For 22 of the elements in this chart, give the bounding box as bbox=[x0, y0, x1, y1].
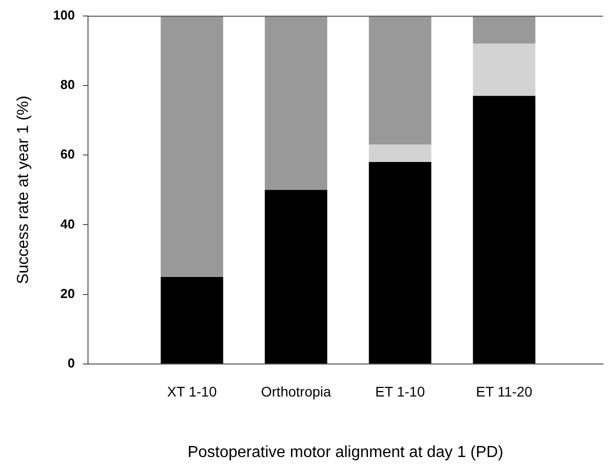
x-tick-label: ET 11-20 bbox=[476, 383, 532, 400]
y-tick-label: 40 bbox=[60, 216, 75, 232]
y-tick-label: 100 bbox=[53, 7, 75, 22]
bar bbox=[160, 276, 224, 364]
y-axis-title: Success rate at year 1 (%) bbox=[15, 96, 32, 284]
x-tick-label: ET 1-10 bbox=[375, 383, 426, 400]
bar bbox=[472, 96, 536, 364]
bar bbox=[472, 16, 536, 44]
bar bbox=[160, 16, 224, 277]
bar bbox=[264, 16, 328, 190]
bar bbox=[264, 190, 328, 364]
y-tick-label: 60 bbox=[60, 146, 75, 162]
bar bbox=[368, 162, 432, 364]
bar bbox=[472, 44, 536, 96]
y-tick-label: 80 bbox=[60, 77, 75, 92]
y-tick-label: 20 bbox=[60, 286, 75, 301]
x-axis-title: Postoperative motor alignment at day 1 (PD) bbox=[188, 444, 504, 461]
x-tick-label: Orthotropia bbox=[260, 383, 332, 400]
bar bbox=[368, 16, 432, 145]
x-tick-label: XT 1-10 bbox=[167, 383, 217, 400]
y-tick-label: 0 bbox=[68, 356, 75, 371]
bar bbox=[368, 144, 432, 162]
